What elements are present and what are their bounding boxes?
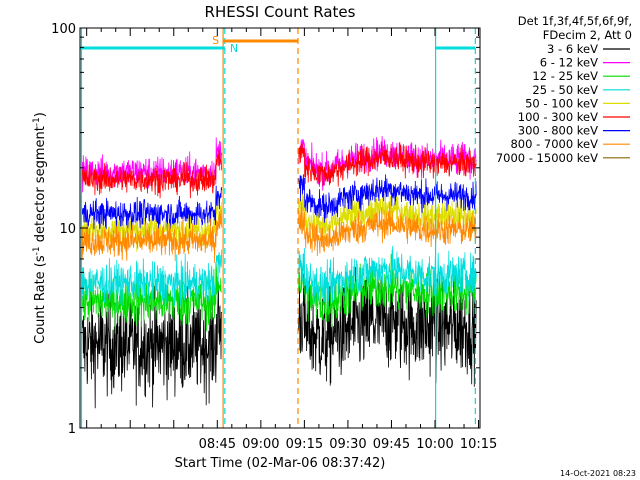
series-line xyxy=(298,260,477,387)
x-tick-label: 09:00 xyxy=(242,437,279,452)
y-tick-label: 10 xyxy=(59,222,76,237)
x-tick-label: 09:30 xyxy=(329,437,366,452)
y-tick-label: 1 xyxy=(68,422,76,437)
legend-header-line-1: Det 1f,3f,4f,5f,6f,9f, xyxy=(518,14,632,28)
x-tick-label: 10:00 xyxy=(416,437,453,452)
legend-header-line-2: FDecim 2, Att 0 xyxy=(543,28,632,42)
legend-entry-label: 50 - 100 keV xyxy=(525,96,598,110)
legend-entry-label: 3 - 6 keV xyxy=(547,42,598,56)
series-line xyxy=(298,142,477,187)
series-line xyxy=(81,185,223,232)
series-line xyxy=(81,283,223,409)
s-marker-label: S xyxy=(212,34,219,47)
legend-entry-label: 100 - 300 keV xyxy=(518,110,598,124)
series-line xyxy=(298,201,477,257)
x-tick-label: 10:15 xyxy=(460,437,497,452)
tick-layer: 08:45 09:00 09:15 09:30 09:45 10:00 10:15 1 10 10… xyxy=(51,22,497,452)
legend-entry-label: 300 - 800 keV xyxy=(518,124,598,138)
series-line xyxy=(81,249,223,314)
x-tick-label: 08:45 xyxy=(199,437,236,452)
footer-timestamp: 14-Oct-2021 08:23 xyxy=(560,469,636,478)
y-axis-label: Count Rate (s-1 detector segment-1) xyxy=(32,112,48,344)
legend-entry-label: 25 - 50 keV xyxy=(532,83,598,97)
x-tick-label: 09:15 xyxy=(286,437,323,452)
y-tick-label: 100 xyxy=(51,22,76,37)
series-line xyxy=(81,263,222,334)
legend-entry-label: 6 - 12 keV xyxy=(540,56,598,70)
legend-entry-label: 800 - 7000 keV xyxy=(510,137,598,151)
n-marker-label: N xyxy=(230,42,238,55)
x-axis-label: Start Time (02-Mar-06 08:37:42) xyxy=(175,456,386,471)
legend-entry-label: 7000 - 15000 keV xyxy=(496,151,598,165)
legend-entry-label: 12 - 25 keV xyxy=(532,69,598,83)
chart-title: RHESSI Count Rates xyxy=(205,3,356,21)
series-line xyxy=(298,245,477,309)
series-line xyxy=(298,174,477,223)
series-line xyxy=(81,208,223,263)
series-layer xyxy=(81,136,477,409)
x-tick-label: 09:45 xyxy=(373,437,410,452)
series-line xyxy=(81,149,223,199)
